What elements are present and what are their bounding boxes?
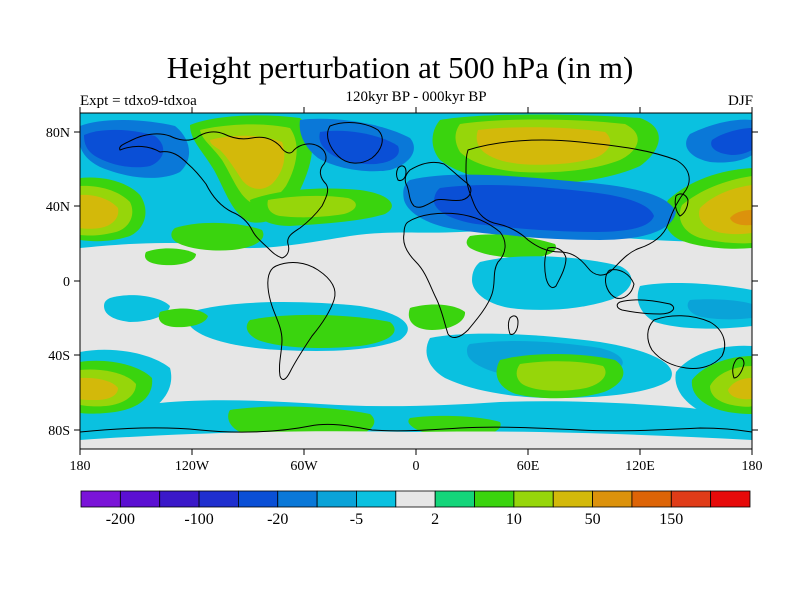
latitude-axis: 80N 40N 0 40S 80S <box>46 126 758 439</box>
tropical-pacific-green-2 <box>144 248 196 266</box>
colorbar-swatch <box>474 490 515 508</box>
colorbar-swatch <box>198 490 239 508</box>
colorbar-swatch <box>356 490 397 508</box>
tropical-pacific-green <box>171 222 264 251</box>
antarctic-gray-pole <box>80 431 752 449</box>
colorbar-swatch <box>592 490 633 508</box>
eurasia-darkblue <box>434 185 654 232</box>
east-pacific-orange <box>730 210 752 226</box>
season-label: DJF <box>727 93 753 109</box>
colorbar-swatch <box>395 490 436 508</box>
lat-tick-label: 0 <box>63 275 70 290</box>
lon-tick-label: 0 <box>413 459 420 474</box>
colorbar-swatch <box>238 490 279 508</box>
uk-coast <box>396 165 407 181</box>
north-america-gold <box>210 135 285 189</box>
europe-coast <box>404 161 472 208</box>
colorbar-label: 50 <box>585 511 601 528</box>
southern-east-gold <box>728 378 752 400</box>
colorbar-swatch <box>80 490 121 508</box>
colorbar-swatch <box>670 490 712 508</box>
africa-coast <box>403 212 506 338</box>
pacific-right-darkblue <box>711 128 752 155</box>
colorbar-label: 150 <box>659 511 683 528</box>
india-coast <box>544 247 567 289</box>
south-pacific-green <box>246 314 395 348</box>
colorbar-swatch <box>631 490 672 508</box>
japan-coast <box>674 193 689 217</box>
lon-tick-label: 180 <box>70 459 91 474</box>
lon-tick-label: 120W <box>175 459 210 474</box>
map-subtitle: 120kyr BP - 000kyr BP <box>345 89 487 105</box>
north-atlantic-darkblue <box>319 130 399 165</box>
eurasia-north-gold <box>476 127 611 165</box>
southeast-asia-coast <box>605 269 635 299</box>
greenland-coast <box>327 122 383 164</box>
lon-tick-label: 60W <box>290 459 318 474</box>
madagascar-coast <box>508 315 519 335</box>
australia-coast <box>647 315 726 369</box>
tropical-indian-lightblue <box>472 256 632 310</box>
tropical-west-lightblue <box>104 295 170 322</box>
colorbar: -200 -100 -20 -5 2 10 50 150 <box>80 490 751 528</box>
mid-atlantic-yellowgreen <box>267 195 356 218</box>
tropical-east-blue <box>687 299 752 320</box>
lat-tick-label: 80S <box>48 424 70 439</box>
colorbar-label: -20 <box>267 511 288 528</box>
southern-west-gold <box>80 377 118 400</box>
south-america-coast <box>267 262 336 380</box>
colorbar-label: -200 <box>106 511 135 528</box>
colorbar-swatch <box>277 490 318 508</box>
colorbar-swatch <box>119 490 161 508</box>
coastlines <box>80 122 752 433</box>
indonesia-coast <box>616 299 675 315</box>
colorbar-swatch <box>710 490 751 508</box>
north-america-coast <box>119 131 329 259</box>
lat-tick-label: 40N <box>46 200 70 215</box>
colorbar-swatch <box>513 490 554 508</box>
southeast-pacific-green <box>158 308 208 328</box>
longitude-axis: 180 120W 60W 0 60E 120E 180 <box>70 107 763 474</box>
new-zealand-coast <box>732 357 745 379</box>
colorbar-label: 10 <box>506 511 522 528</box>
map-title: Height perturbation at 500 hPa (in m) <box>166 50 634 85</box>
colorbar-swatch <box>552 490 593 508</box>
lon-tick-label: 180 <box>742 459 763 474</box>
colorbar-label: 2 <box>431 511 439 528</box>
south-indian-yellowgreen <box>516 361 606 391</box>
antarctica-coast <box>80 423 752 433</box>
colorbar-swatch <box>316 490 357 508</box>
south-atlantic-green <box>408 304 466 330</box>
west-pacific-gold <box>80 194 119 229</box>
lat-tick-label: 40S <box>48 349 70 364</box>
lon-tick-label: 120E <box>625 459 655 474</box>
colorbar-swatch <box>434 490 475 508</box>
experiment-label: Expt = tdxo9-tdxoa <box>80 93 197 109</box>
perturbation-field <box>80 113 752 449</box>
colorbar-swatch <box>159 490 200 508</box>
colorbar-label: -100 <box>184 511 213 528</box>
colorbar-label: -5 <box>350 511 363 528</box>
lat-tick-label: 80N <box>46 126 70 141</box>
north-africa-green <box>466 234 556 258</box>
lon-tick-label: 60E <box>517 459 540 474</box>
